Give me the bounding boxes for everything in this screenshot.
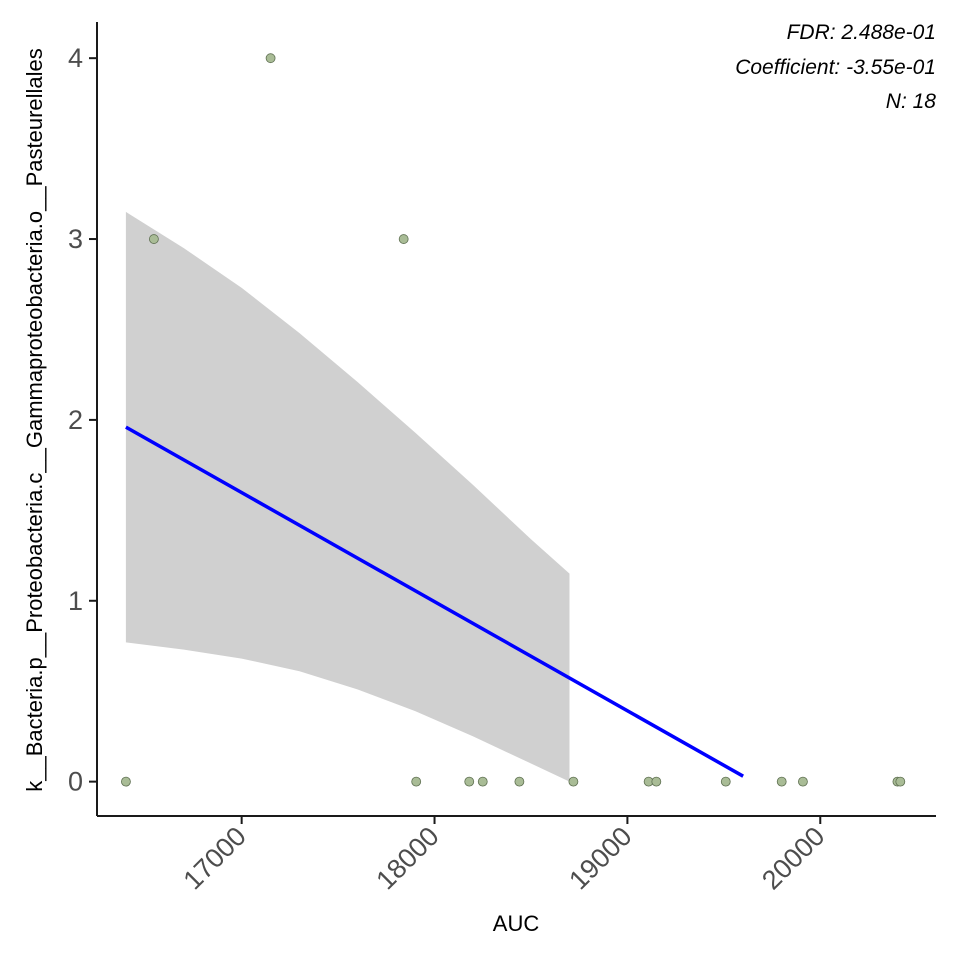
data-point (776, 776, 787, 787)
y-tick-label: 4 (68, 43, 83, 73)
confidence-band-layer (125, 211, 570, 782)
data-point (148, 234, 159, 244)
x-tick-label: 18000 (370, 821, 444, 895)
y-axis-title: k__Bacteria.p__Proteobacteria.c__Gammapr… (22, 48, 47, 792)
confidence-band (125, 211, 570, 782)
data-point (798, 776, 808, 787)
data-point (514, 776, 525, 787)
x-tick-label: 19000 (563, 821, 637, 895)
data-point (477, 776, 488, 787)
x-tick-label: 20000 (756, 821, 830, 895)
data-point (411, 776, 422, 787)
data-point (895, 776, 906, 787)
y-tick-label: 1 (68, 586, 83, 616)
data-point (720, 776, 731, 787)
stats-coefficient: Coefficient: -3.55e-01 (735, 56, 936, 79)
stats-fdr: FDR: 2.488e-01 (787, 21, 936, 44)
x-tick-label: 17000 (178, 821, 252, 895)
regression-line (125, 425, 744, 778)
data-point (568, 776, 579, 787)
y-tick-label: 2 (68, 405, 83, 435)
data-points-layer (121, 53, 906, 787)
stats-n: N: 18 (886, 90, 937, 113)
fit-line-layer (125, 425, 744, 778)
data-point (398, 234, 409, 244)
y-tick-label: 3 (68, 224, 83, 254)
data-point (265, 53, 276, 64)
data-point (464, 776, 475, 787)
x-axis-title: AUC (493, 911, 540, 936)
y-tick-label: 0 (68, 767, 83, 797)
data-point (121, 776, 131, 787)
data-point (651, 776, 662, 787)
